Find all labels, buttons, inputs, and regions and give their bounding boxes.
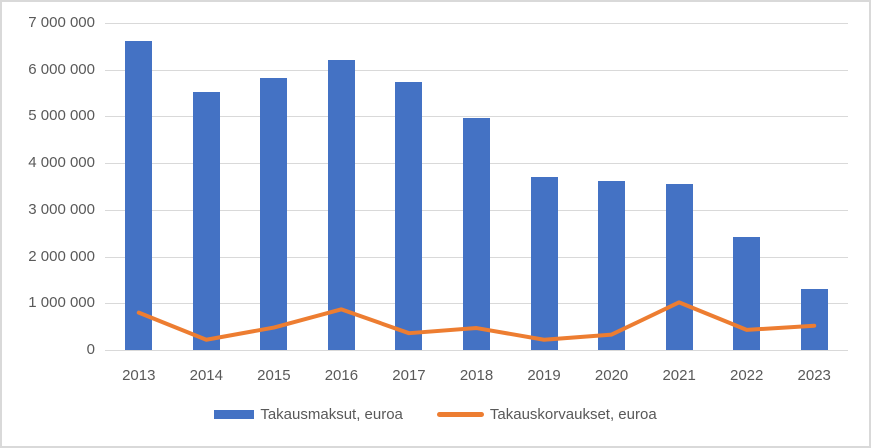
legend-item-takauskorvaukset: Takauskorvaukset, euroa (436, 406, 657, 423)
x-axis-label-2023: 2023 (797, 367, 831, 384)
bar-2017 (395, 82, 423, 350)
bar-2013 (125, 40, 153, 350)
plot-area (105, 23, 848, 351)
bar-2016 (327, 59, 355, 350)
y-axis-label: 0 (86, 341, 95, 358)
x-axis-label-2013: 2013 (122, 367, 156, 384)
legend: Takausmaksut, euroa Takauskorvaukset, eu… (2, 406, 869, 423)
x-axis-label-2021: 2021 (662, 367, 696, 384)
y-axis-label: 5 000 000 (28, 107, 95, 125)
legend-label-takauskorvaukset: Takauskorvaukset, euroa (489, 406, 657, 423)
bar-2021 (665, 183, 693, 350)
bar-2018 (463, 117, 490, 350)
bar-2023 (800, 288, 828, 350)
y-gridline (105, 116, 848, 117)
y-axis-label: 2 000 000 (28, 247, 95, 265)
x-axis-label-2020: 2020 (594, 367, 629, 384)
x-axis-label-2014: 2014 (189, 367, 223, 384)
bar-2014 (192, 91, 220, 350)
y-gridline (105, 23, 848, 24)
takauskorvaukset-line (136, 300, 817, 342)
x-axis-label-2022: 2022 (729, 367, 764, 384)
y-axis-label: 7 000 000 (28, 14, 95, 31)
legend-item-takausmaksut: Takausmaksut, euroa (214, 406, 403, 423)
y-gridline (105, 350, 848, 351)
y-axis-label: 1 000 000 (28, 294, 95, 312)
y-axis-label: 4 000 000 (28, 154, 95, 172)
x-axis-label-2019: 2019 (527, 367, 561, 384)
y-axis-label: 3 000 000 (28, 200, 95, 218)
x-axis: 2013 2014 2015 2016 2017 2018 2019 2020 2021 2022… (105, 367, 848, 387)
bar-2015 (260, 77, 288, 350)
y-gridline (105, 70, 848, 71)
y-axis-label: 6 000 000 (28, 60, 95, 78)
bar-series-swatch (214, 410, 255, 419)
x-axis-label-2017: 2017 (392, 367, 426, 384)
x-axis-label-2016: 2016 (324, 367, 359, 384)
x-axis-label-2018: 2018 (459, 367, 494, 384)
line-series-takauskorvaukset (136, 300, 817, 342)
bar-2020 (598, 180, 626, 350)
bar-2019 (530, 176, 558, 350)
x-axis-label-2015: 2015 (257, 367, 291, 384)
line-series-swatch (436, 412, 484, 417)
legend-label-takausmaksut: Takausmaksut, euroa (260, 406, 403, 423)
